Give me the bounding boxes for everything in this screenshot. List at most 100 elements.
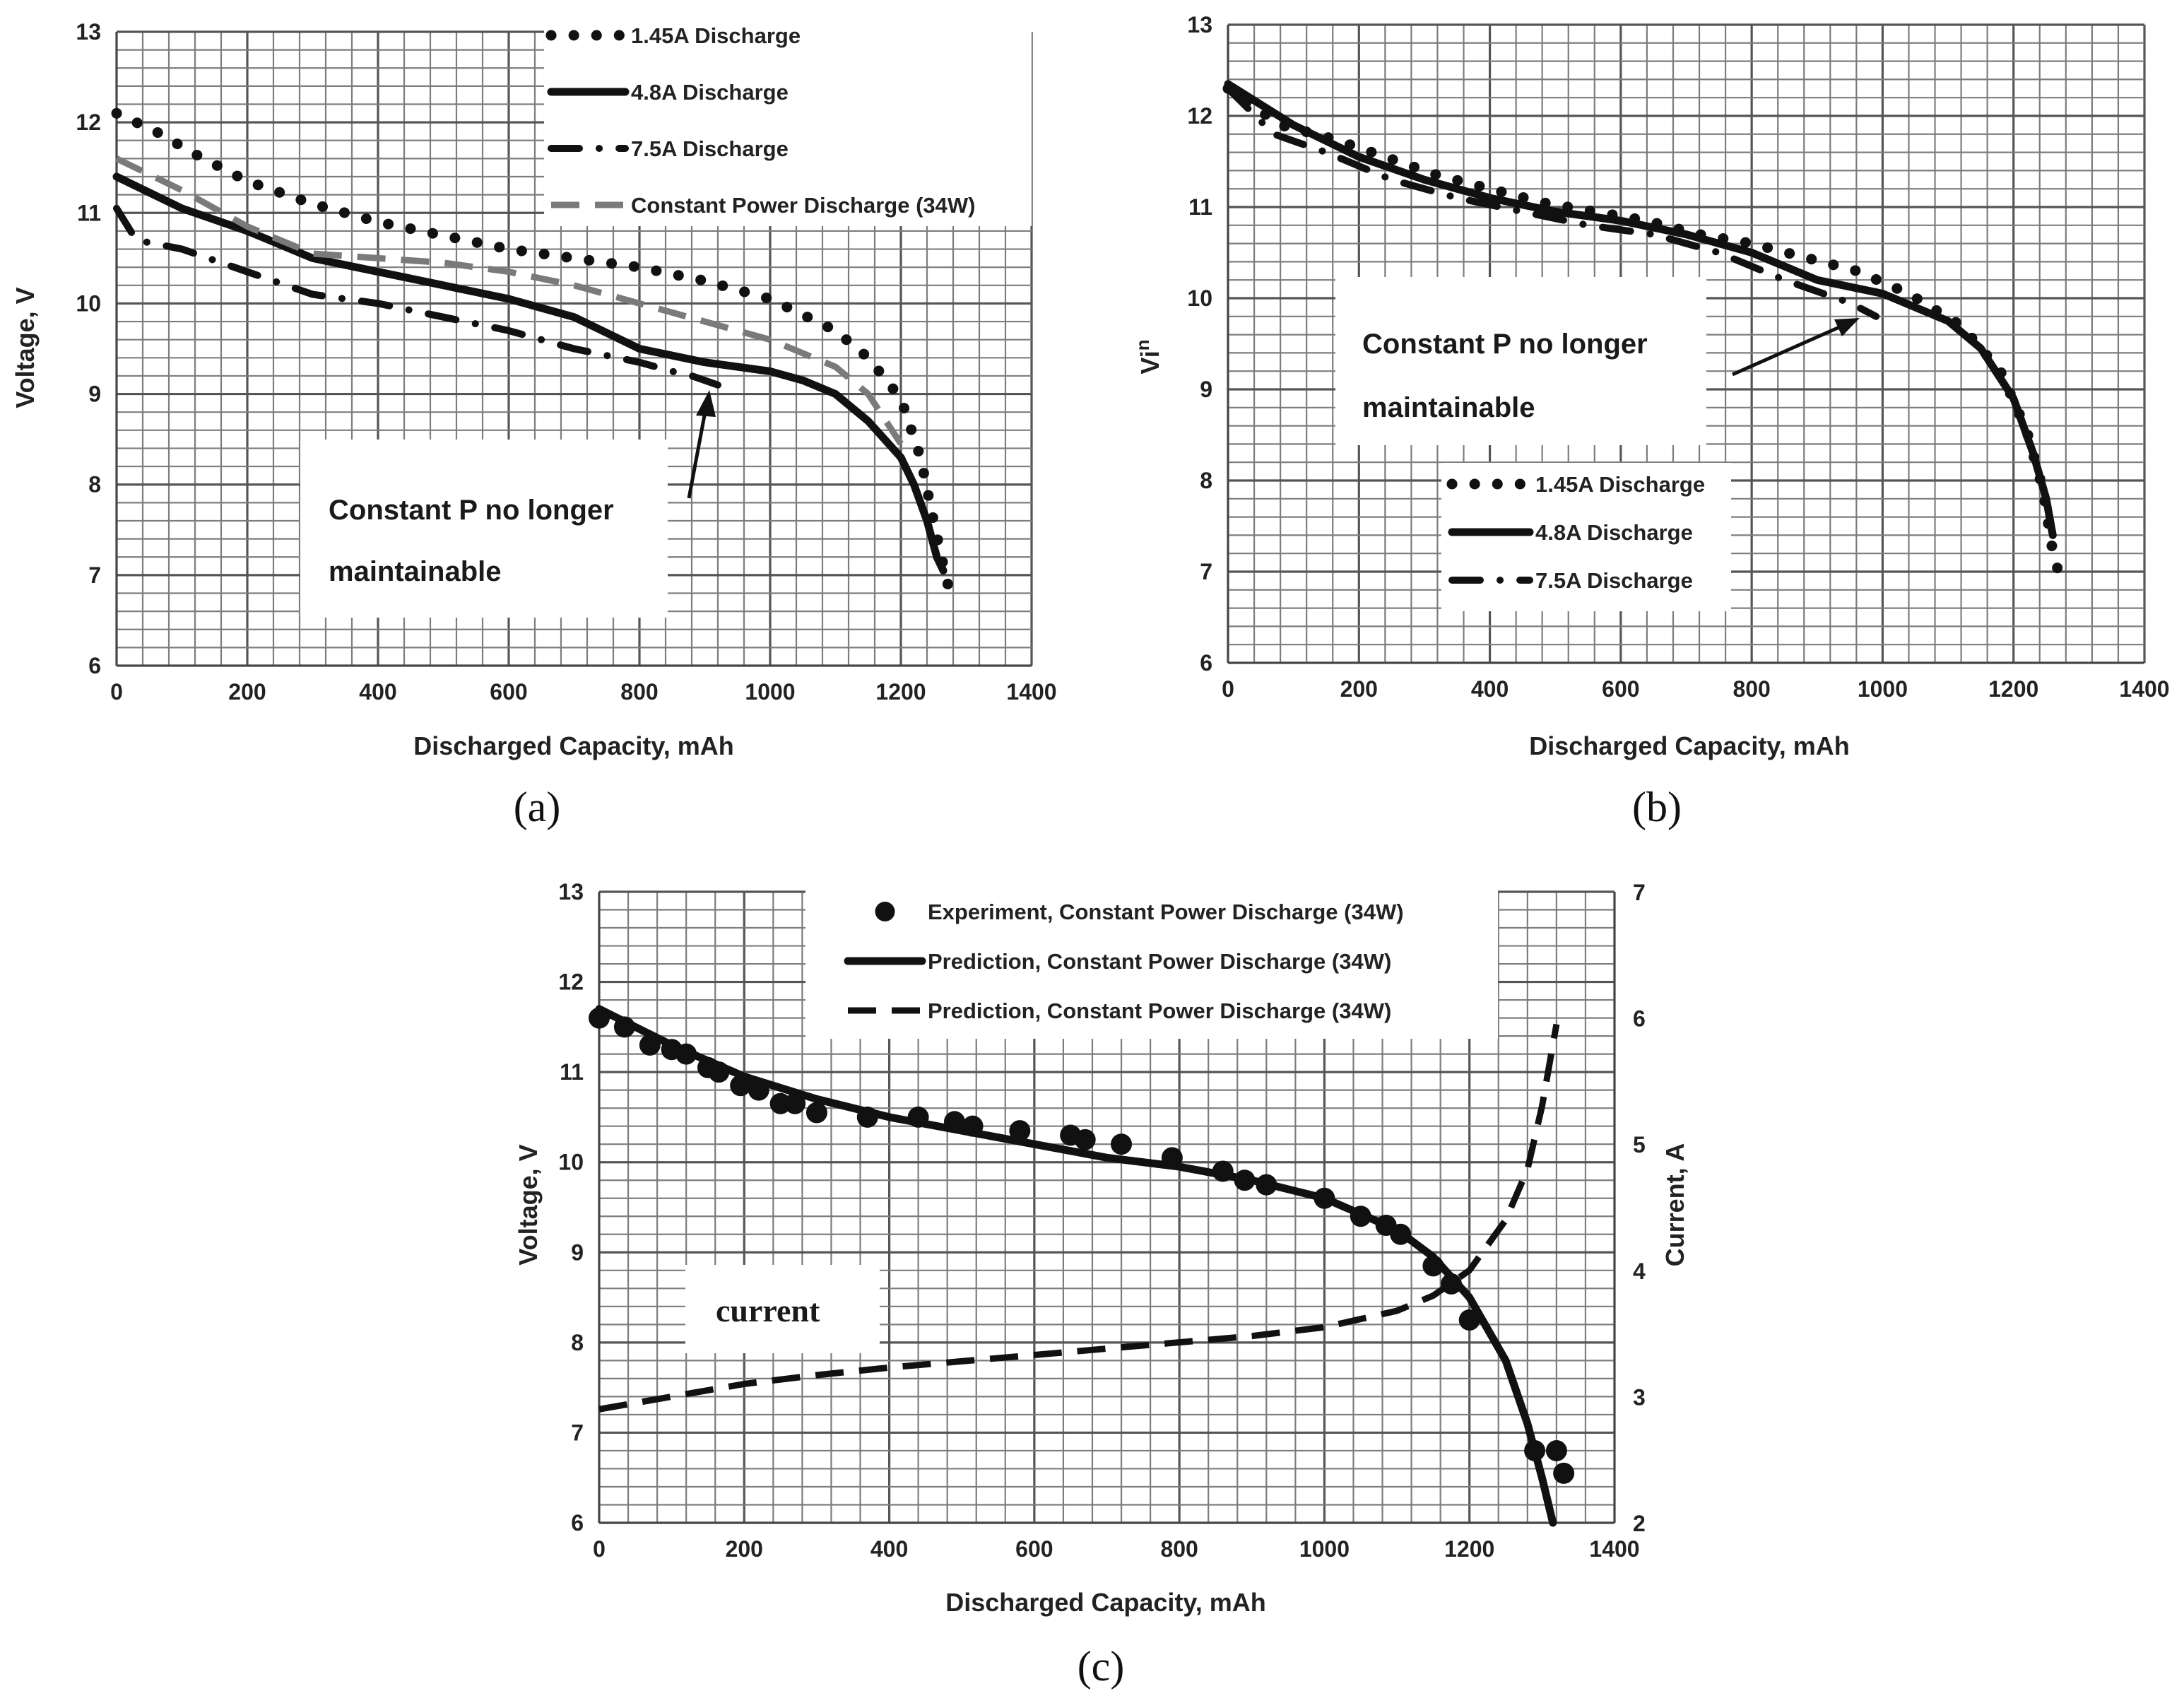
panel-a-y-axis-title: Voltage, V <box>11 287 40 408</box>
x-tick-label: 400 <box>870 1536 908 1562</box>
panel-b-annotation: Constant P no longer maintainable <box>1335 277 1860 445</box>
y-tick-label: 7 <box>571 1420 584 1445</box>
legend-label: Experiment, Constant Power Discharge (34… <box>928 900 1404 924</box>
y-tick-label: 8 <box>1200 468 1212 493</box>
panel-c-label: (c) <box>1078 1643 1125 1690</box>
x-tick-label: 800 <box>1160 1536 1198 1562</box>
legend-label: 7.5A Discharge <box>1535 568 1693 593</box>
panel-b-annotation-line-2: maintainable <box>1362 392 1535 423</box>
y-tick-label: 10 <box>558 1150 584 1175</box>
x-tick-label: 1200 <box>875 679 926 705</box>
x-tick-label: 1400 <box>2119 676 2169 702</box>
series-line-7-5a-discharge <box>113 204 721 389</box>
y-tick-label: 9 <box>1200 377 1212 402</box>
panel-b-y-axis-title: Vin <box>1132 339 1164 374</box>
panel-b-legend: 1.45A Discharge 4.8A Discharge 7.5A Discha… <box>1441 463 1731 611</box>
x-tick-label: 1400 <box>1589 1536 1639 1562</box>
y-tick-label: 7 <box>1200 559 1212 584</box>
panel-a-annotation-line-2: maintainable <box>329 556 502 587</box>
panel-b-series <box>1222 80 2065 582</box>
y-tick-label: 13 <box>76 19 101 45</box>
data-point <box>769 1092 791 1114</box>
y-tick-label: 6 <box>1200 650 1212 676</box>
x-tick-label: 1000 <box>1299 1536 1350 1562</box>
y-tick-label: 11 <box>560 1059 584 1085</box>
y-tick-label: 9 <box>571 1239 584 1265</box>
data-point <box>1074 1129 1096 1150</box>
panel-b-ticks: 0 200 400 600 800 1000 1200 1400 6 7 8 9 10 11 12 13 <box>1187 12 2169 702</box>
panel-c-y2-axis-title: Current, A <box>1660 1143 1689 1267</box>
y-tick-label: 6 <box>571 1510 584 1536</box>
y-tick-label: 7 <box>88 562 101 588</box>
x-tick-label: 800 <box>620 679 658 705</box>
panel-b-annotation-line-1: Constant P no longer <box>1362 329 1648 360</box>
legend-label: 7.5A Discharge <box>631 136 789 161</box>
data-point <box>1545 1439 1567 1461</box>
y-tick-label: 8 <box>571 1330 584 1355</box>
x-tick-label: 0 <box>593 1536 606 1562</box>
y-tick-label: 12 <box>76 110 101 135</box>
x-tick-label: 0 <box>110 679 123 705</box>
x-tick-label: 400 <box>359 679 396 705</box>
panel-b-legend-box <box>1441 463 1731 611</box>
series-line-prediction-constant-power-discharge-34w- <box>595 1005 1557 1527</box>
panel-c-legend: Experiment, Constant Power Discharge (34… <box>805 887 1498 1039</box>
series-line-1-45a-discharge <box>1222 83 2065 582</box>
panel-b-label: (b) <box>1632 784 1682 830</box>
y-tick-label: 13 <box>1187 12 1212 37</box>
panel-b-annotation-arrow <box>1731 323 1846 377</box>
y-tick-label: 12 <box>558 970 584 995</box>
legend-label: Prediction, Constant Power Discharge (34… <box>928 998 1391 1023</box>
y-tick-label: 10 <box>1187 285 1212 311</box>
panel-b-y-axis-title-n: n <box>1132 339 1153 350</box>
series-line-prediction-constant-power-discharge-34w- <box>598 1023 1560 1413</box>
x-tick-label: 600 <box>490 679 527 705</box>
y-tick-label: 6 <box>88 653 101 678</box>
x-tick-label: 1000 <box>1858 676 1908 702</box>
legend-label: 4.8A Discharge <box>631 80 789 105</box>
panel-b: 0 200 400 600 800 1000 1200 1400 6 7 8 9 10 11 12 13 Di… <box>1132 12 2170 830</box>
x-tick-label: 600 <box>1015 1536 1053 1562</box>
y-tick-label: 8 <box>88 472 101 497</box>
panel-a-annotation-line-1: Constant P no longer <box>329 495 614 526</box>
x-tick-label: 1400 <box>1006 679 1056 705</box>
y2-tick-label: 3 <box>1633 1384 1646 1410</box>
panel-b-y-axis-title-i: i <box>1135 350 1164 358</box>
x-tick-label: 1200 <box>1988 676 2038 702</box>
y2-tick-label: 2 <box>1633 1511 1646 1536</box>
data-point <box>1111 1133 1133 1155</box>
y-tick-label: 13 <box>558 879 584 904</box>
panel-c-annotation: current <box>685 1265 880 1353</box>
y-tick-label: 12 <box>1187 103 1212 129</box>
x-tick-label: 400 <box>1471 676 1509 702</box>
y2-tick-label: 4 <box>1633 1259 1646 1284</box>
y2-tick-label: 5 <box>1633 1132 1646 1157</box>
panel-a-annotation-box <box>300 440 668 618</box>
panel-c-annotation-current: current <box>716 1292 820 1328</box>
x-tick-label: 200 <box>228 679 266 705</box>
data-point <box>784 1092 806 1114</box>
panel-a: 0 200 400 600 800 1000 1200 1400 6 7 8 9 10 11 12 13 Di… <box>11 14 1057 830</box>
y-tick-label: 11 <box>77 200 101 225</box>
series-line-constant-power-discharge-34w- <box>115 155 904 446</box>
panel-a-label: (a) <box>514 784 561 830</box>
panel-c-series <box>589 1005 1575 1527</box>
series-line-4-8a-discharge <box>1224 80 2057 539</box>
legend-label: 1.45A Discharge <box>1535 472 1705 497</box>
series-line-4-8a-discharge <box>112 172 948 574</box>
panel-c-x-axis-title: Discharged Capacity, mAh <box>945 1588 1265 1617</box>
x-tick-label: 1000 <box>745 679 795 705</box>
panel-a-annotation-arrow <box>687 403 709 499</box>
x-tick-label: 200 <box>1340 676 1378 702</box>
panel-a-legend: 1.45A Discharge 4.8A Discharge 7.5A Discha… <box>544 14 1032 226</box>
panel-b-y-axis-title-v: V <box>1135 358 1164 375</box>
y2-tick-label: 7 <box>1633 880 1646 905</box>
x-tick-label: 800 <box>1733 676 1770 702</box>
data-point <box>805 1102 827 1124</box>
x-tick-label: 200 <box>726 1536 763 1562</box>
legend-label: 1.45A Discharge <box>631 23 801 48</box>
panel-b-annotation-arrowhead <box>1834 318 1860 336</box>
panel-b-annotation-box <box>1335 277 1706 445</box>
panel-c-ticks: 0 200 400 600 800 1000 1200 1400 6 7 8 9 10 11 12 13 2 3 4… <box>558 879 1646 1562</box>
